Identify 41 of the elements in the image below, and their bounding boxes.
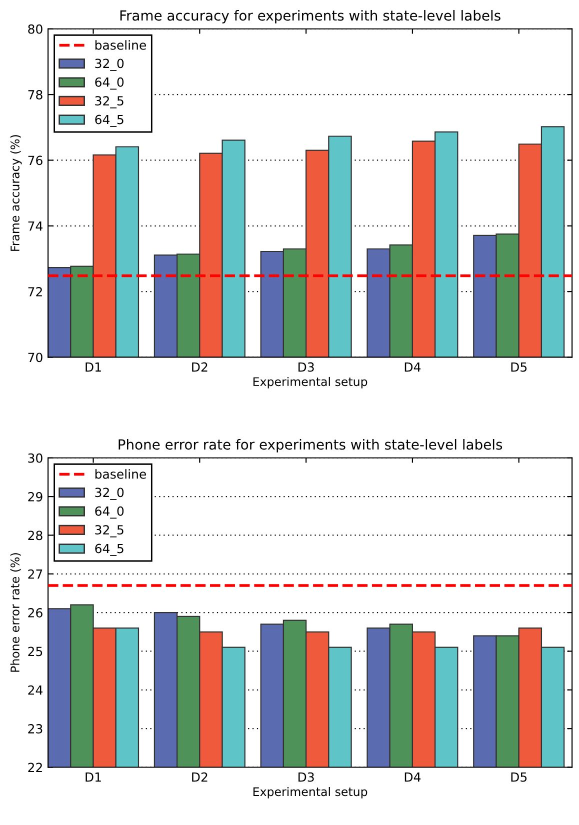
x-tick-label: D2: [192, 772, 208, 782]
x-axis-title: Experimental setup: [253, 786, 368, 798]
legend-label: 64_5: [95, 544, 124, 556]
x-tick-label: D4: [404, 772, 421, 782]
y-tick-label: 29: [28, 492, 42, 502]
x-tick-label: D3: [298, 772, 314, 782]
y-tick-label: 70: [28, 352, 42, 362]
y-tick-label: 23: [28, 724, 42, 734]
y-tick-label: 72: [28, 287, 42, 296]
legend-label: 32_0: [95, 488, 124, 500]
x-tick-label: D5: [511, 362, 527, 372]
y-tick-label: 76: [28, 156, 42, 166]
legend-label: 64_0: [95, 506, 124, 519]
x-tick-label: D4: [404, 362, 421, 372]
legend-label: 32_0: [95, 58, 124, 71]
x-tick-label: D1: [86, 362, 101, 372]
legend-label: baseline: [95, 40, 146, 50]
chart-title: Phone error rate for experiments with state-level labels: [118, 438, 502, 452]
y-axis-title: Phone error rate (%): [10, 553, 21, 672]
y-tick-label: 22: [28, 762, 42, 772]
y-tick-label: 26: [28, 608, 42, 618]
x-tick-label: D5: [511, 772, 527, 782]
y-tick-label: 28: [28, 530, 42, 540]
x-tick-label: D2: [192, 362, 208, 372]
y-tick-label: 24: [28, 685, 42, 695]
chart-title: Frame accuracy for experiments with state-level labels: [120, 10, 500, 24]
legend-label: baseline: [95, 469, 146, 479]
legend-label: 64_0: [95, 77, 124, 90]
y-tick-label: 74: [28, 222, 42, 231]
y-axis-title: Frame accuracy (%): [10, 135, 22, 251]
legend-label: 64_5: [95, 114, 124, 128]
y-tick-label: 30: [28, 453, 42, 463]
y-tick-label: 25: [28, 646, 42, 656]
legend-label: 32_5: [95, 96, 124, 108]
legend-label: 32_5: [95, 525, 124, 538]
x-axis-title: Experimental setup: [253, 376, 368, 388]
x-tick-label: D3: [298, 362, 314, 372]
y-tick-label: 27: [28, 569, 42, 579]
x-tick-label: D1: [86, 772, 101, 782]
y-tick-label: 78: [28, 90, 42, 100]
y-tick-label: 80: [28, 24, 42, 34]
